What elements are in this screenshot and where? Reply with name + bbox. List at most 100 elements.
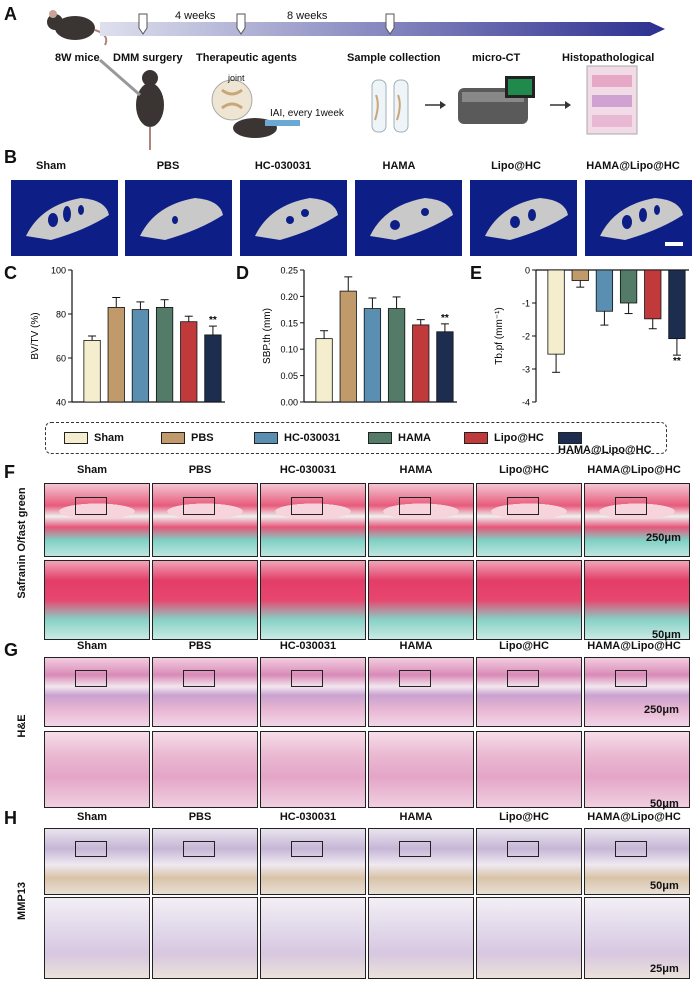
safranin-zoom-image <box>152 560 258 640</box>
legend-swatch <box>161 432 185 445</box>
bar-HC-030031 <box>363 308 382 403</box>
legend-item-sham: Sham <box>64 432 124 445</box>
panel-label-g: G <box>4 640 19 660</box>
iai-label: IAI, every 1week <box>270 108 344 119</box>
h-group-hama-lipo: HAMA@Lipo@HC <box>587 811 681 823</box>
panel-label-a: A <box>4 4 17 24</box>
y-tick-label: 0.00 <box>280 398 298 408</box>
timeline-arrow <box>100 22 665 36</box>
he-zoom-image <box>152 731 258 808</box>
zoom-region-box <box>507 497 539 515</box>
group-label-hc: HC-030031 <box>254 160 312 172</box>
bar-HAMA <box>619 269 638 304</box>
injection-icon <box>211 79 300 138</box>
h-group-pbs: PBS <box>188 811 212 823</box>
legend-swatch <box>254 432 278 445</box>
bar-HC-030031 <box>131 309 150 403</box>
step-histopathological: Histopathological <box>562 52 655 64</box>
group-label-hama-lipo: HAMA@Lipo@HC <box>586 160 680 172</box>
g-group-hc: HC-030031 <box>279 640 337 652</box>
safranin-zoom-image <box>476 560 582 640</box>
scale-h-top: 50μm <box>650 880 679 892</box>
step-micro-ct: micro-CT <box>472 52 521 64</box>
legend-swatch <box>64 432 88 445</box>
marker-dmm <box>138 13 148 35</box>
safranin-overview-image <box>44 483 150 557</box>
group-label-sham: Sham <box>36 160 66 172</box>
h-group-sham: Sham <box>77 811 107 823</box>
chart-bv-tv: 40 60 80 100 BV/TV (%) ** <box>30 266 225 408</box>
safranin-overview-image <box>368 483 474 557</box>
microct-image-pbs <box>125 180 232 256</box>
zoom-region-box <box>399 497 431 515</box>
safranin-overview-image <box>584 483 690 557</box>
he-overview-image <box>368 657 474 727</box>
chart-sbp-th: 0.00 0.05 0.10 0.15 0.20 0.25 SBP.th (mm) ** <box>262 266 457 408</box>
arrow-right-icon <box>425 101 446 109</box>
scale-f-bottom: 50μm <box>652 629 681 641</box>
g-group-hama: HAMA <box>399 640 433 652</box>
zoom-region-box <box>615 670 647 687</box>
safranin-zoom-image <box>368 560 474 640</box>
micro-ct-scanner-icon <box>458 76 535 124</box>
y-axis-label: Tb.pf (mm⁻¹) <box>494 307 505 365</box>
microct-image-lipo <box>470 180 577 256</box>
panel-label-d: D <box>236 263 249 283</box>
bar-HAMA@Lipo@HC <box>204 334 222 403</box>
safranin-zoom-image <box>44 560 150 640</box>
mmp13-zoom-image <box>584 897 690 979</box>
mmp13-overview-image <box>260 828 366 895</box>
significance-mark: ** <box>673 356 681 367</box>
timeline-diagram <box>47 10 665 150</box>
stain-label-mmp13: MMP13 <box>16 882 28 920</box>
bar-HAMA@Lipo@HC <box>668 269 686 340</box>
stain-label-safranin: Safranin O/fast green <box>16 487 28 599</box>
microct-image-hama-lipo <box>585 180 692 256</box>
zoom-region-box <box>507 670 539 687</box>
y-tick-label: -1 <box>522 299 530 309</box>
y-tick-label: 0.25 <box>280 266 298 276</box>
y-tick-label: 0 <box>525 266 530 276</box>
safranin-overview-image <box>476 483 582 557</box>
h-group-hama: HAMA <box>399 811 433 823</box>
he-overview-image <box>260 657 366 727</box>
he-zoom-image <box>368 731 474 808</box>
marker-agents <box>236 13 246 35</box>
mmp13-overview-image <box>584 828 690 895</box>
f-group-sham: Sham <box>77 464 107 476</box>
histology-slide-icon <box>586 65 638 135</box>
step-dmm: DMM surgery <box>113 52 183 64</box>
mmp13-zoom-image <box>368 897 474 979</box>
mmp13-overview-image <box>152 828 258 895</box>
span-8-weeks: 8 weeks <box>287 10 328 22</box>
significance-mark: ** <box>209 315 217 326</box>
y-tick-label: 0.10 <box>280 345 298 355</box>
legend-item-pbs: PBS <box>161 432 214 445</box>
zoom-region-box <box>399 670 431 687</box>
scale-g-bottom: 50μm <box>650 798 679 810</box>
bar-HAMA <box>387 308 406 403</box>
bar-HAMA <box>155 307 174 403</box>
zoom-region-box <box>507 841 539 857</box>
chart-tb-pf: 0 -1 -2 -3 -4 Tb.pf (mm⁻¹) ** <box>494 266 689 408</box>
he-zoom-image <box>260 731 366 808</box>
mmp13-overview-image <box>368 828 474 895</box>
panel-label-e: E <box>470 263 483 283</box>
legend-item-lipo: Lipo@HC <box>464 432 544 445</box>
mmp13-zoom-image <box>44 897 150 979</box>
zoom-region-box <box>183 497 215 515</box>
he-overview-image <box>584 657 690 727</box>
mouse-icon <box>47 10 108 46</box>
bar-Sham <box>315 338 333 403</box>
he-zoom-image <box>44 731 150 808</box>
mmp13-zoom-image <box>152 897 258 979</box>
span-4-weeks: 4 weeks <box>175 10 216 22</box>
mmp13-overview-image <box>476 828 582 895</box>
mmp13-overview-image <box>44 828 150 895</box>
he-overview-image <box>476 657 582 727</box>
f-group-hama-lipo: HAMA@Lipo@HC <box>587 464 681 476</box>
bar-HC-030031 <box>595 269 614 312</box>
y-tick-label: -4 <box>522 398 530 408</box>
y-tick-label: 0.05 <box>280 371 298 381</box>
zoom-region-box <box>75 841 107 857</box>
